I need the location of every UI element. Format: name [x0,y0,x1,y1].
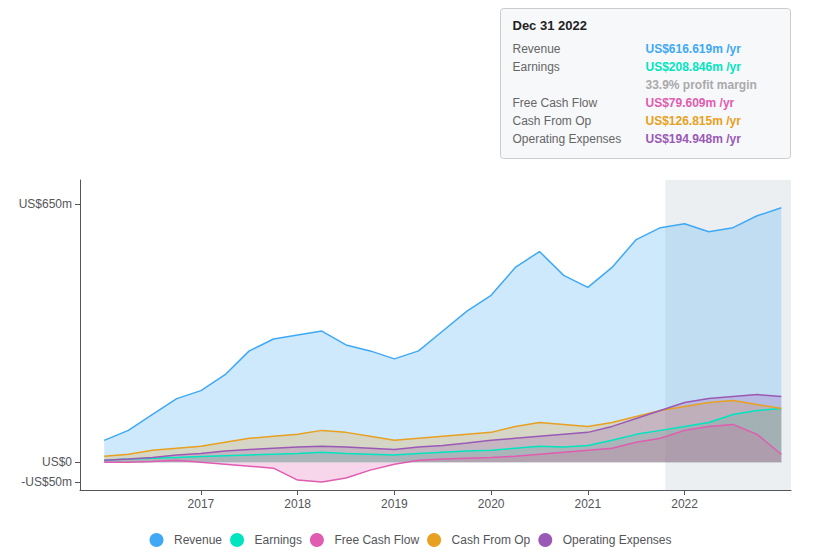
svg-text:Earnings: Earnings [255,533,302,547]
svg-text:33.9% profit margin: 33.9% profit margin [646,78,757,92]
svg-text:Revenue: Revenue [513,42,561,56]
svg-text:2017: 2017 [188,497,215,511]
svg-text:Cash From Op: Cash From Op [452,533,531,547]
svg-text:US$650m: US$650m [19,197,72,211]
svg-text:Cash From Op: Cash From Op [513,114,592,128]
svg-text:US$194.948m /yr: US$194.948m /yr [646,132,742,146]
svg-text:2021: 2021 [575,497,602,511]
svg-text:Free Cash Flow: Free Cash Flow [334,533,419,547]
svg-text:2022: 2022 [671,497,698,511]
svg-text:2019: 2019 [381,497,408,511]
svg-text:Operating Expenses: Operating Expenses [563,533,672,547]
svg-text:US$0: US$0 [42,455,72,469]
svg-text:2020: 2020 [478,497,505,511]
svg-text:2018: 2018 [284,497,311,511]
svg-text:Free Cash Flow: Free Cash Flow [513,96,598,110]
svg-text:Operating Expenses: Operating Expenses [513,132,622,146]
svg-text:-US$50m: -US$50m [21,475,72,489]
svg-text:Revenue: Revenue [174,533,222,547]
svg-text:Earnings: Earnings [513,60,560,74]
svg-text:US$126.815m /yr: US$126.815m /yr [646,114,742,128]
svg-text:US$208.846m /yr: US$208.846m /yr [646,60,742,74]
svg-text:Dec 31 2022: Dec 31 2022 [513,18,587,33]
svg-text:US$616.619m /yr: US$616.619m /yr [646,42,742,56]
svg-text:US$79.609m /yr: US$79.609m /yr [646,96,735,110]
